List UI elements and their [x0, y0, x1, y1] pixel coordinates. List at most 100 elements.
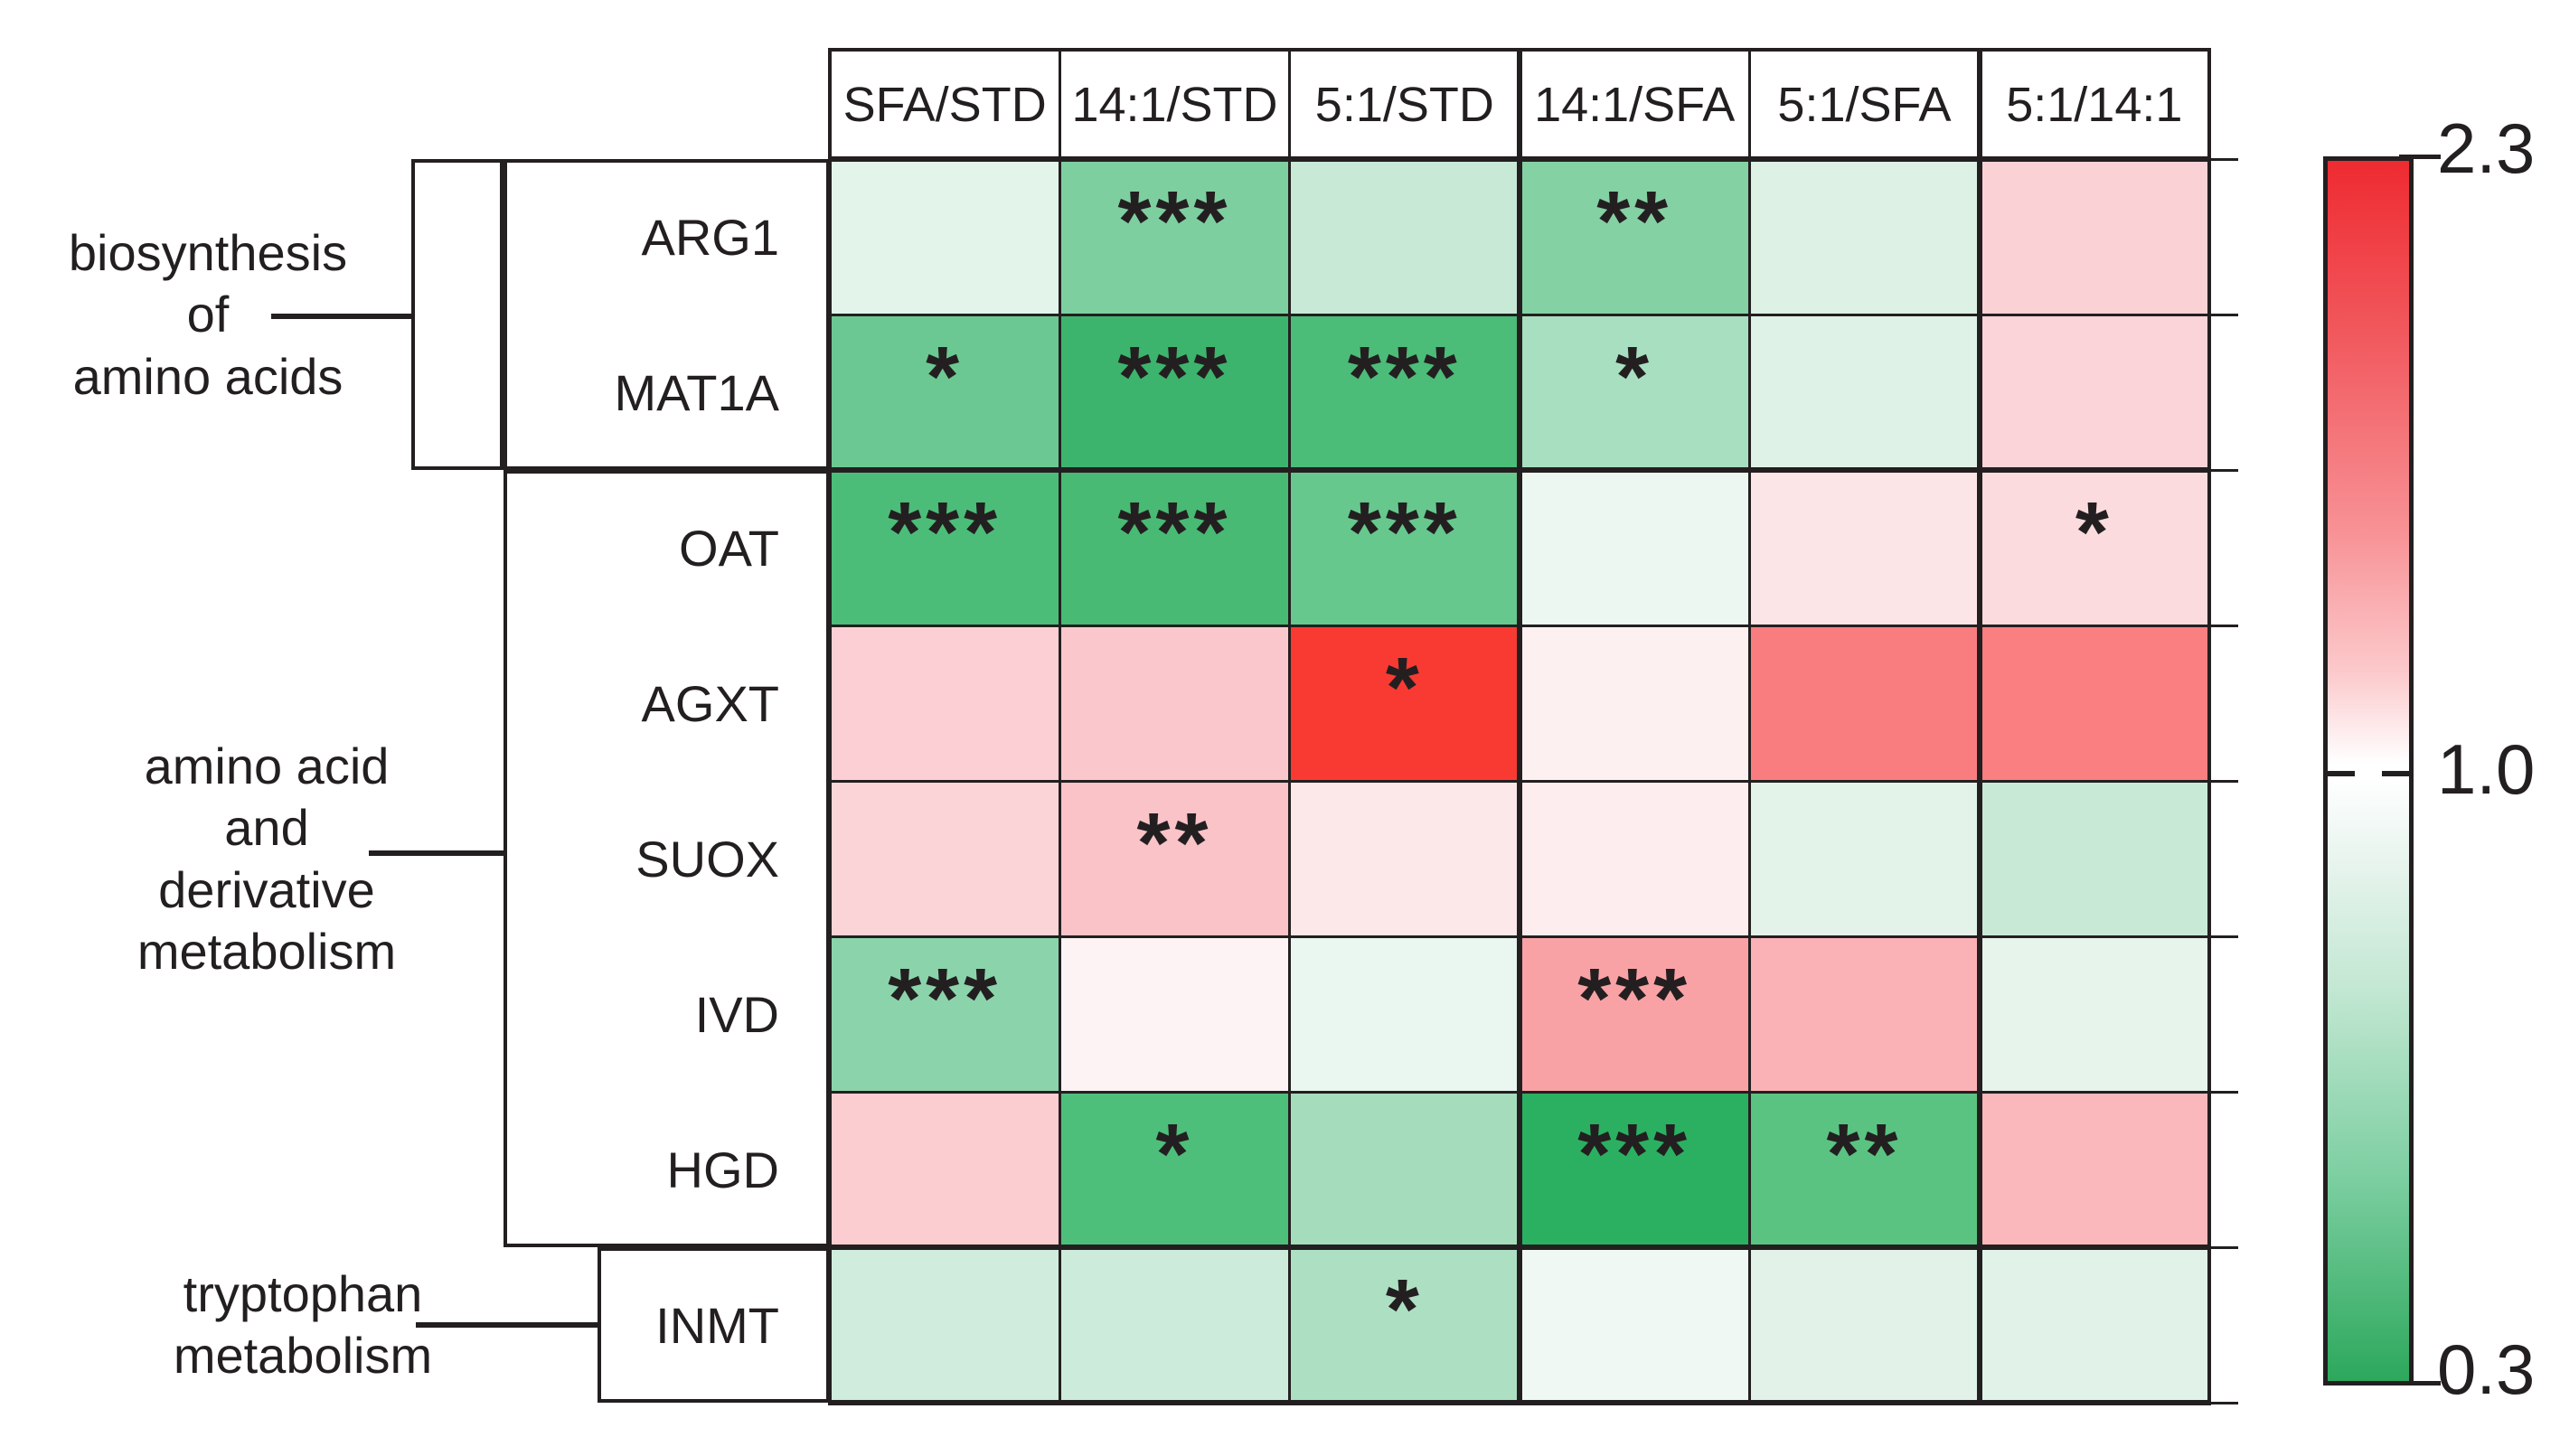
colorbar-bottom-tick: [2399, 1381, 2441, 1386]
column-header-label: 14:1/SFA: [1534, 77, 1736, 132]
heatmap-cell: [1979, 936, 2210, 1093]
heatmap-cell: [1289, 470, 1520, 626]
row-group-label-line: and: [224, 799, 309, 857]
heatmap-cell: [1979, 159, 2210, 315]
row-group-label-line: metabolism: [136, 922, 397, 980]
heatmap-cell: [1749, 625, 1981, 782]
heatmap-cell: [1520, 781, 1751, 937]
heatmap-cell: [1749, 159, 1981, 315]
heatmap-cell: [1979, 781, 2210, 937]
row-tick-extension: [2209, 625, 2238, 627]
column-header-label: 5:1/14:1: [2006, 77, 2183, 132]
significance-stars: ***: [888, 484, 1002, 580]
heatmap-cell: [1979, 1092, 2210, 1248]
gene-label: ARG1: [641, 208, 780, 266]
heatmap-cell: [1289, 936, 1520, 1093]
heatmap-cell: [1289, 159, 1520, 315]
heatmap-cell: [1059, 315, 1291, 471]
row-group-label: amino acid and derivative metabolism: [54, 736, 479, 982]
row-grid-line: [828, 935, 2211, 938]
heatmap-cell: [1289, 315, 1520, 471]
gene-label: SUOX: [635, 830, 779, 888]
heatmap-cell: [1520, 1092, 1751, 1248]
row-group-label-line: amino acids: [72, 347, 344, 405]
colorbar-top-tick: [2399, 155, 2441, 159]
heatmap-cell: [830, 625, 1061, 782]
heatmap-cell: [1520, 936, 1751, 1093]
heatmap-cell: [1059, 936, 1291, 1093]
gene-label: INMT: [655, 1296, 779, 1354]
heatmap-cell: [1979, 1247, 2210, 1404]
heatmap-cell: [1749, 1247, 1981, 1404]
group-bracket-box: [411, 159, 504, 470]
heatmap-cell: [1749, 470, 1981, 626]
column-grid-line: [828, 50, 832, 1403]
heatmap-cell: [1520, 1247, 1751, 1404]
column-grid-line: [1747, 50, 1751, 1403]
colorbar-gradient: [2323, 156, 2414, 1386]
heatmap-cell: [830, 159, 1061, 315]
significance-stars: *: [926, 329, 965, 425]
column-grid-line: [1058, 50, 1061, 1403]
significance-stars: *: [1385, 640, 1424, 736]
significance-stars: **: [1826, 1106, 1903, 1202]
heatmap-cell: [1520, 315, 1751, 471]
significance-stars: *: [1155, 1106, 1194, 1202]
row-grid-line: [828, 1245, 2211, 1250]
heatmap-cell: [1520, 470, 1751, 626]
significance-stars: ***: [1117, 174, 1232, 269]
row-tick-extension: [2209, 1246, 2238, 1249]
row-tick-extension: [2209, 469, 2238, 472]
column-header-label: SFA/STD: [842, 77, 1047, 132]
significance-stars: **: [1596, 174, 1673, 269]
row-grid-line: [828, 1400, 2211, 1405]
row-group-label-line: tryptophan: [183, 1265, 423, 1322]
column-grid-line: [2207, 50, 2211, 1403]
heatmap-cell: [830, 315, 1061, 471]
significance-stars: ***: [1577, 951, 1692, 1047]
row-grid-line: [828, 1090, 2211, 1094]
gene-label: AGXT: [641, 674, 779, 732]
heatmap-cell: [1289, 781, 1520, 937]
heatmap-cell: [1749, 315, 1981, 471]
heatmap-cell: [830, 936, 1061, 1093]
heatmap-cell: [1749, 936, 1981, 1093]
heatmap-cell: [1059, 781, 1291, 937]
row-tick-extension: [2209, 1402, 2238, 1404]
significance-stars: *: [1385, 1262, 1424, 1357]
significance-stars: ***: [1347, 329, 1462, 425]
group-connector-line: [369, 850, 504, 856]
row-tick-extension: [2209, 1091, 2238, 1094]
significance-stars: ***: [1347, 484, 1462, 580]
heatmap-cell: [1289, 1247, 1520, 1404]
row-grid-line: [828, 313, 2211, 316]
group-connector-line: [271, 314, 411, 319]
colorbar-midpoint-dash-right: [2382, 771, 2409, 776]
row-tick-extension: [2209, 314, 2238, 316]
heatmap-cell: [1059, 1247, 1291, 1404]
significance-stars: ***: [1117, 484, 1232, 580]
row-grid-line: [828, 624, 2211, 627]
row-grid-line: [828, 779, 2211, 783]
significance-stars: ***: [1577, 1106, 1692, 1202]
column-grid-line: [1517, 50, 1522, 1403]
heatmap-cell: [1749, 1092, 1981, 1248]
colorbar-mid-label: 1.0: [2437, 729, 2536, 809]
row-group-label-line: metabolism: [173, 1327, 433, 1385]
heatmap-cell: [830, 470, 1061, 626]
heatmap-cell: [1059, 470, 1291, 626]
heatmap-cell: [1520, 625, 1751, 782]
heatmap-cell: [1520, 159, 1751, 315]
row-group-label: biosynthesis of amino acids: [14, 222, 402, 408]
column-header-label: 5:1/SFA: [1777, 77, 1952, 132]
heatmap-cell: [1749, 781, 1981, 937]
significance-stars: ***: [1117, 329, 1232, 425]
row-group-label-line: of: [186, 286, 230, 343]
significance-stars: ***: [888, 951, 1002, 1047]
heatmap-cell: [830, 1247, 1061, 1404]
row-tick-extension: [2209, 158, 2238, 161]
row-group-label-line: amino acid: [144, 737, 390, 794]
heatmap-cell: [1979, 625, 2210, 782]
column-grid-line: [1288, 50, 1292, 1403]
